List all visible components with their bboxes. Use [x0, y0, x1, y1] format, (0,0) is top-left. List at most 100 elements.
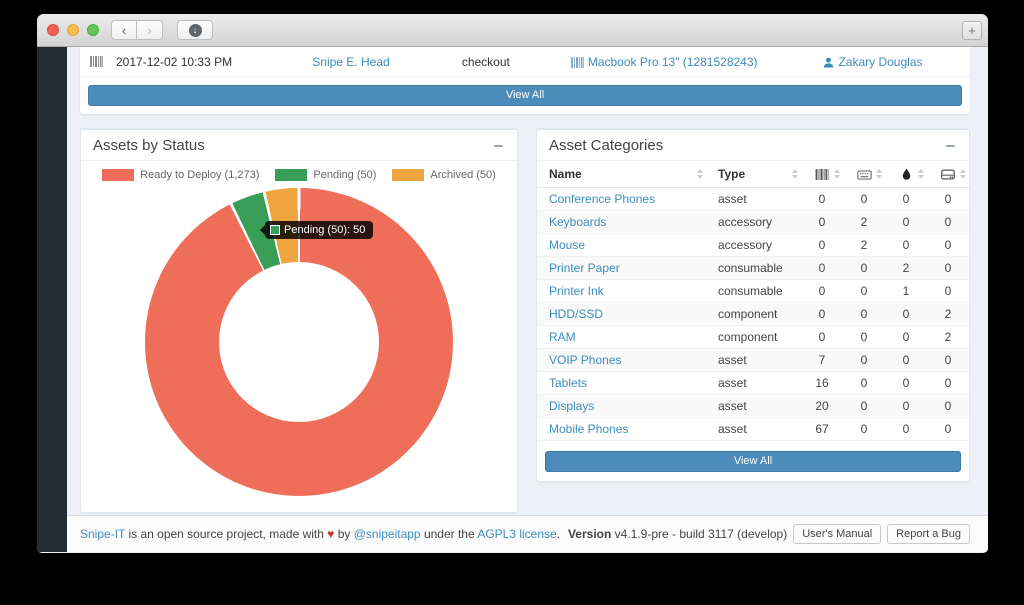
status-donut-chart-area — [145, 188, 453, 496]
barcode-icon — [90, 56, 103, 67]
snipe-it-link[interactable]: Snipe-IT — [80, 527, 126, 541]
activity-date-cell: 2017-12-02 10:33 PM — [90, 55, 273, 69]
activity-action: checkout — [461, 54, 510, 69]
category-link[interactable]: Mobile Phones — [549, 422, 629, 436]
legend-swatch — [392, 169, 425, 181]
back-button[interactable]: ‹ — [111, 20, 137, 40]
category-link[interactable]: VOIP Phones — [549, 353, 622, 367]
forward-button[interactable]: › — [137, 20, 163, 40]
activity-date: 2017-12-02 10:33 PM — [116, 54, 233, 69]
category-link[interactable]: Tablets — [549, 376, 588, 390]
app-footer: Snipe-IT is an open source project, made… — [67, 515, 988, 552]
activity-item-link[interactable]: Macbook Pro 13" (1281528243) — [570, 55, 758, 69]
activity-row: 2017-12-02 10:33 PM Snipe E. Head checko… — [80, 47, 970, 77]
back-icon: ‹ — [121, 22, 127, 38]
table-row: RAM component 0 0 0 2 — [537, 325, 969, 349]
categories-view-all-button[interactable]: View All — [545, 451, 961, 472]
footer-credits: Snipe-IT is an open source project, made… — [80, 527, 561, 541]
browser-window: ‹ › ↓ + 2017-12-02 10:33 PM — [37, 14, 988, 553]
legend-label: Archived (50) — [430, 169, 496, 181]
sort-icon — [960, 169, 966, 179]
legend-swatch — [275, 169, 308, 181]
download-icon: ↓ — [188, 23, 202, 37]
zoom-button[interactable] — [87, 24, 99, 36]
tint-icon — [902, 168, 910, 180]
recent-activity-panel: 2017-12-02 10:33 PM Snipe E. Head checko… — [80, 47, 970, 114]
keyboard-icon — [856, 170, 872, 180]
sort-icon — [834, 169, 840, 179]
chart-tooltip: Pending (50): 50 — [259, 221, 374, 239]
panel-title: Asset Categories — [549, 137, 664, 154]
window-controls — [47, 24, 99, 36]
legend-label: Ready to Deploy (1,273) — [140, 169, 260, 181]
tooltip-swatch — [270, 225, 280, 235]
heart-icon: ♥ — [327, 527, 335, 541]
collapse-button[interactable] — [491, 139, 505, 153]
table-row: Printer Ink consumable 0 0 1 0 — [537, 279, 969, 303]
browser-titlebar: ‹ › ↓ + — [37, 14, 988, 47]
forward-icon: › — [147, 22, 152, 38]
category-link[interactable]: Printer Ink — [549, 284, 604, 298]
panel-title: Assets by Status — [93, 137, 205, 154]
category-link[interactable]: HDD/SSD — [549, 307, 604, 321]
plus-icon: + — [968, 23, 976, 38]
categories-table: Name Type — [537, 161, 969, 441]
category-link[interactable]: Mouse — [549, 238, 586, 252]
chart-legend: Ready to Deploy (1,273) Pending (50) Arc… — [81, 169, 517, 181]
donut-hole — [219, 262, 379, 422]
category-link[interactable]: Keyboards — [549, 215, 607, 229]
category-link[interactable]: Conference Phones — [549, 192, 656, 206]
collapsed-sidebar[interactable] — [37, 47, 67, 552]
new-tab-button[interactable]: + — [962, 21, 982, 40]
minus-icon — [493, 144, 503, 147]
asset-categories-panel: Asset Categories Name Type — [536, 128, 970, 482]
nav-buttons: ‹ › — [111, 20, 163, 40]
legend-label: Pending (50) — [313, 169, 377, 181]
table-row: VOIP Phones asset 7 0 0 0 — [537, 348, 969, 372]
hdd-icon — [941, 169, 955, 180]
activity-admin-link[interactable]: Snipe E. Head — [312, 54, 390, 69]
user-icon — [824, 57, 834, 68]
main-content: 2017-12-02 10:33 PM Snipe E. Head checko… — [67, 47, 988, 552]
barcode-icon — [570, 56, 584, 68]
legend-item[interactable]: Pending (50) — [275, 169, 376, 181]
sort-icon — [792, 169, 798, 179]
table-row: HDD/SSD component 0 0 0 2 — [537, 302, 969, 326]
column-header-name[interactable]: Name — [537, 161, 706, 188]
agpl3-license-link[interactable]: AGPL3 license — [477, 527, 557, 541]
minus-icon — [945, 144, 955, 147]
table-row: Displays asset 20 0 0 0 — [537, 394, 969, 418]
activity-target-link[interactable]: Zakary Douglas — [823, 55, 923, 69]
table-row: Conference Phones asset 0 0 0 0 — [537, 187, 969, 211]
table-row: Printer Paper consumable 0 0 2 0 — [537, 256, 969, 280]
column-header-components[interactable] — [927, 161, 969, 188]
column-header-type[interactable]: Type — [706, 161, 801, 188]
column-header-consumables[interactable] — [885, 161, 927, 188]
users-manual-button[interactable]: User's Manual — [793, 524, 882, 544]
sort-icon — [876, 169, 882, 179]
table-row: Keyboards accessory 0 2 0 0 — [537, 210, 969, 234]
table-row: Mouse accessory 0 2 0 0 — [537, 233, 969, 257]
snipeitapp-link[interactable]: @snipeitapp — [353, 527, 421, 541]
activity-view-all-button[interactable]: View All — [88, 85, 962, 106]
table-row: Mobile Phones asset 67 0 0 0 — [537, 417, 969, 441]
collapse-button[interactable] — [943, 139, 957, 153]
downloads-button[interactable]: ↓ — [177, 20, 213, 40]
report-a-bug-button[interactable]: Report a Bug — [887, 524, 970, 544]
column-header-assets[interactable] — [801, 161, 843, 188]
minimize-button[interactable] — [67, 24, 79, 36]
sort-icon — [697, 169, 703, 179]
legend-item[interactable]: Ready to Deploy (1,273) — [102, 169, 259, 181]
category-link[interactable]: Displays — [549, 399, 595, 413]
category-link[interactable]: RAM — [549, 330, 576, 344]
barcode-icon — [815, 169, 829, 180]
tooltip-label: Pending (50): 50 — [284, 224, 366, 236]
column-header-accessories[interactable] — [843, 161, 885, 188]
category-link[interactable]: Printer Paper — [549, 261, 620, 275]
close-button[interactable] — [47, 24, 59, 36]
table-row: Tablets asset 16 0 0 0 — [537, 371, 969, 395]
sort-icon — [918, 169, 924, 179]
assets-by-status-panel: Assets by Status Ready to Deploy (1,273) — [80, 128, 518, 513]
legend-item[interactable]: Archived (50) — [392, 169, 496, 181]
version-text: Version v4.1.9-pre - build 3117 (develop… — [567, 527, 788, 541]
